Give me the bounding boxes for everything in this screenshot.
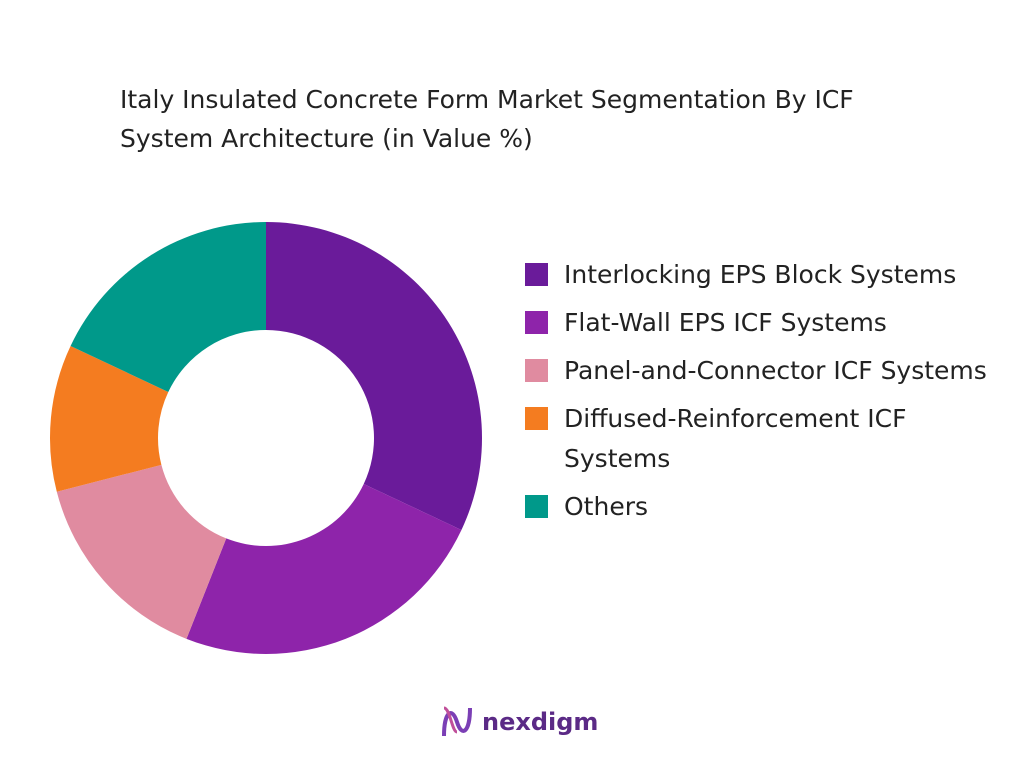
legend-swatch bbox=[525, 495, 548, 518]
donut-slice bbox=[56, 464, 227, 639]
logo-text: nexdigm bbox=[482, 708, 599, 736]
chart-title: Italy Insulated Concrete Form Market Seg… bbox=[120, 85, 854, 153]
legend-label: Flat-Wall EPS ICF Systems bbox=[564, 308, 887, 337]
legend: Interlocking EPS Block Systems Flat-Wall … bbox=[525, 255, 1005, 535]
donut-slice bbox=[50, 346, 169, 492]
legend-item: Others bbox=[525, 487, 1005, 527]
donut-slice bbox=[70, 222, 266, 393]
legend-swatch bbox=[525, 359, 548, 382]
legend-item: Interlocking EPS Block Systems bbox=[525, 255, 1005, 295]
chart bbox=[50, 222, 483, 654]
donut-slice bbox=[266, 222, 483, 530]
legend-label: Interlocking EPS Block Systems bbox=[564, 260, 957, 289]
logo-icon bbox=[442, 706, 472, 737]
legend-item: Flat-Wall EPS ICF Systems bbox=[525, 303, 1005, 343]
legend-item: Diffused-Reinforcement ICF Systems bbox=[525, 399, 1005, 479]
legend-label: Panel-and-Connector ICF Systems bbox=[564, 356, 987, 385]
legend-label: Diffused-Reinforcement ICF Systems bbox=[564, 404, 907, 473]
legend-item: Panel-and-Connector ICF Systems bbox=[525, 351, 1005, 391]
legend-swatch bbox=[525, 407, 548, 430]
logo: nexdigm bbox=[440, 702, 598, 742]
legend-label: Others bbox=[564, 492, 649, 521]
legend-swatch bbox=[525, 311, 548, 334]
legend-swatch bbox=[525, 263, 548, 286]
donut-slice bbox=[186, 483, 462, 654]
